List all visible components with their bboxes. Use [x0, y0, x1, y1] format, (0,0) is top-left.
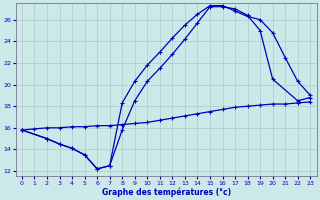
- X-axis label: Graphe des températures (°c): Graphe des températures (°c): [101, 187, 231, 197]
